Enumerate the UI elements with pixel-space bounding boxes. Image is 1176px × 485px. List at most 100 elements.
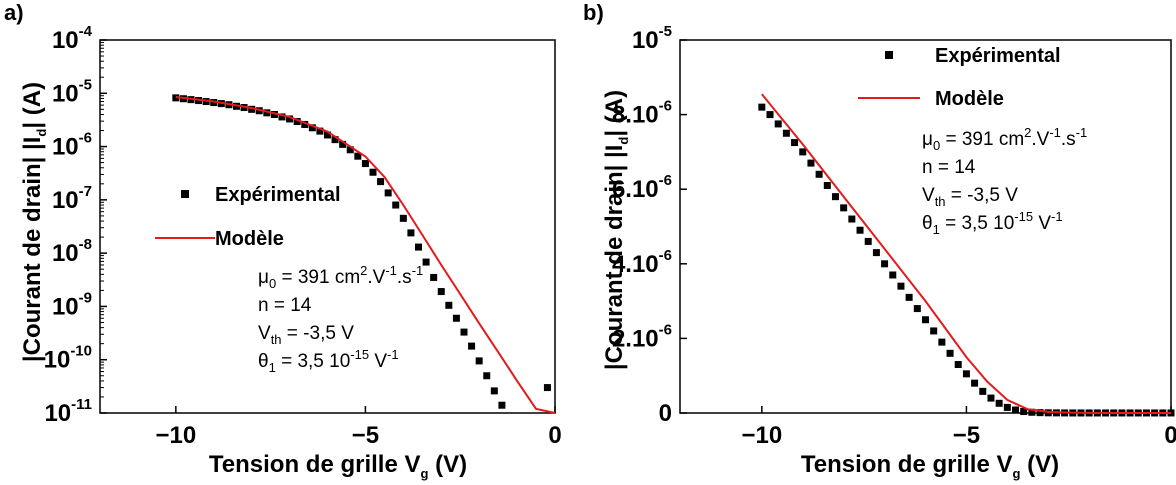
y-tick-label: 10-5 [52,76,92,107]
panel-label-a: a) [4,0,24,25]
data-point [490,387,498,395]
data-point [415,243,422,251]
model-line [761,93,1171,414]
y-axis-b: 10-5 8.10-6 6.10-6 4.10-6 2.10-6 0 [612,23,687,427]
data-point [361,160,369,168]
data-point [881,260,889,268]
data-point [864,237,872,245]
data-point [938,338,946,346]
legend-marker-experimental [181,190,189,198]
legend-b: Expérimental Modèle [858,45,1061,110]
data-point [922,316,929,324]
data-point [962,370,970,378]
param-vth: Vth = -3,5 V [922,185,1018,209]
y-tick-label: 10-8 [52,236,92,267]
data-point [384,189,392,197]
data-point [1012,406,1020,414]
data-point [270,110,278,118]
y-tick-label: 4.10-6 [612,247,672,278]
plot-frame-b [679,39,1172,414]
data-point [766,111,774,119]
data-point [782,129,790,137]
data-point [831,193,839,201]
x-tick-label: −10 [155,422,196,449]
model-line [175,96,556,414]
y-tick-label: 0 [659,400,672,427]
data-point [930,327,938,335]
data-point [815,170,823,178]
series-group-b [758,93,1175,417]
data-point [823,181,831,189]
data-point [339,140,347,148]
param-vth: Vth = -3,5 V [258,323,354,347]
y-tick-label: 2.10-6 [612,321,672,352]
data-point [286,115,294,123]
data-point [460,328,468,336]
data-point [430,273,438,281]
data-point [248,105,256,113]
param-theta: θ1 = 3,5 10-15 V-1 [922,209,1063,237]
data-point [543,384,551,392]
data-point [791,139,799,147]
data-point [954,361,962,369]
data-point [979,387,987,395]
x-tick-label: 0 [548,422,561,449]
legend-label-model: Modèle [215,228,284,250]
data-point [301,120,309,128]
data-point [1020,408,1028,416]
data-point [316,127,324,135]
data-point [278,113,286,121]
param-theta: θ1 = 3,5 10-15 V-1 [258,347,399,375]
data-point [872,249,880,257]
data-point [324,131,331,139]
y-tick-label: 10-11 [44,396,92,427]
series-group-a [172,94,556,414]
data-point [407,229,415,237]
legend-a: Expérimental Modèle [155,184,341,250]
data-point [848,215,856,223]
chart-a: a) 10-4 10-5 10-6 10-7 10-8 10-9 10-10 10-11 −1… [4,0,562,481]
panel-label-b: b) [583,0,604,25]
y-tick-label: 10-5 [632,23,672,54]
data-point [422,258,430,266]
data-point [210,99,218,107]
params-a: μ0 = 391 cm2.V-1.s-1 n = 14 Vth = -3,5 Vθ1… [258,263,423,375]
data-point [897,282,905,290]
y-axis-a: 10-4 10-5 10-6 10-7 10-8 10-9 10-10 10-11 [44,23,107,427]
x-tick-label: −5 [953,422,980,449]
data-point [392,201,400,209]
data-point [498,401,506,409]
y-tick-label: 10-9 [52,289,92,320]
legend-label-model: Modèle [935,88,1004,110]
data-point [1003,403,1011,411]
param-n: n = 14 [258,295,312,316]
data-point [346,146,354,154]
param-mobility: μ0 = 391 cm2.V-1.s-1 [922,125,1087,153]
y-tick-label: 10-4 [52,23,93,54]
data-point [799,148,807,156]
data-point [856,226,864,234]
data-point [452,314,460,322]
param-n: n = 14 [922,157,976,178]
data-point [445,301,453,309]
data-point [1036,409,1044,417]
legend-marker-experimental [885,51,893,59]
data-point [437,288,445,296]
data-point [468,342,476,350]
y-tick-label: 10-6 [52,130,92,161]
data-point [308,124,316,132]
data-point [263,109,271,117]
data-point [399,214,407,222]
params-b: μ0 = 391 cm2.V-1.s-1 n = 14 Vth = -3,5 Vθ1… [922,125,1087,237]
x-tick-label: −5 [352,422,379,449]
data-point [971,379,979,387]
data-point [369,168,377,176]
data-point [1028,408,1036,416]
data-point [293,118,301,126]
y-tick-label: 10-7 [52,183,92,214]
data-point [840,204,848,212]
data-point [331,136,339,144]
data-point [483,372,491,380]
x-axis-b: −10 −5 0 [741,406,1176,449]
